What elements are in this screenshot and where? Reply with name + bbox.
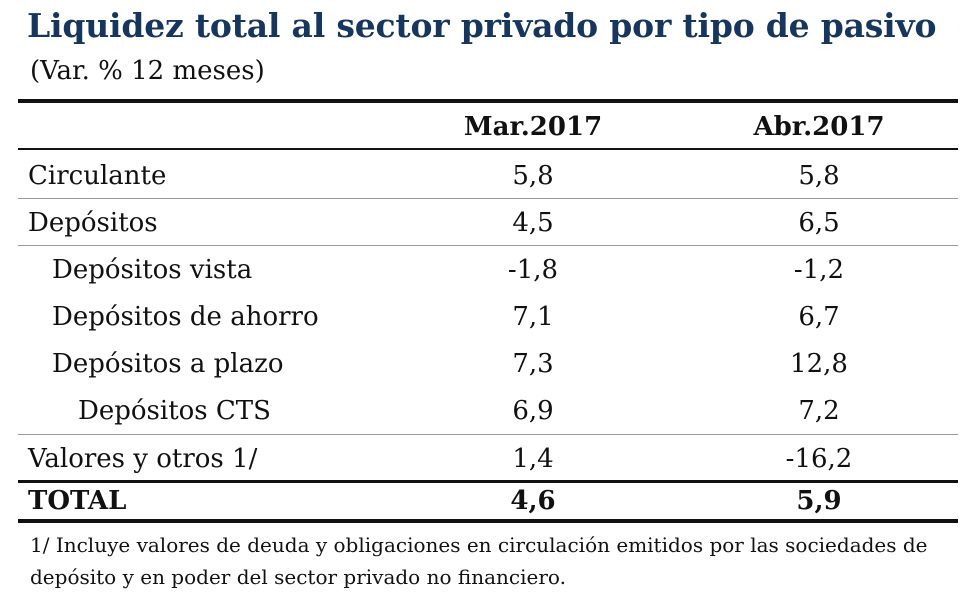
row-value-mar: 1,4 — [512, 444, 554, 474]
row-label: Depósitos — [28, 208, 158, 238]
table-row: Depósitos CTS 6,9 7,2 — [18, 388, 958, 434]
top-rule — [18, 99, 958, 103]
table-row: Depósitos a plazo 7,3 12,8 — [18, 341, 958, 387]
total-rule — [18, 480, 958, 483]
table-title: Liquidez total al sector privado por tip… — [27, 6, 937, 45]
table-row: Circulante 5,8 5,8 — [18, 153, 958, 199]
row-label: Valores y otros 1/ — [28, 444, 258, 474]
table-row: Depósitos vista -1,8 -1,2 — [18, 247, 958, 293]
row-label: Circulante — [28, 161, 167, 191]
row-value-mar: 7,3 — [512, 349, 554, 379]
total-row: TOTAL 4,6 5,9 — [18, 478, 958, 524]
row-value-abr: 6,5 — [798, 208, 840, 238]
total-label: TOTAL — [28, 486, 127, 516]
bottom-rule — [18, 519, 958, 523]
table-row: Depósitos 4,5 6,5 — [18, 200, 958, 246]
row-label: Depósitos a plazo — [52, 349, 284, 379]
header-rule — [18, 148, 958, 150]
column-header-mar-2017: Mar.2017 — [463, 112, 603, 142]
footnote: 1/ Incluye valores de deuda y obligacion… — [30, 533, 928, 589]
column-header-abr-2017: Abr.2017 — [753, 112, 885, 142]
row-value-mar: 4,5 — [512, 208, 554, 238]
row-divider — [18, 245, 958, 246]
row-value-mar: 7,1 — [512, 302, 554, 332]
total-value-mar: 4,6 — [510, 486, 556, 516]
row-value-mar: 6,9 — [512, 396, 554, 426]
row-value-abr: 6,7 — [798, 302, 840, 332]
header-row: Mar.2017 Abr.2017 — [18, 104, 958, 150]
row-value-mar: -1,8 — [507, 255, 559, 285]
table-row: Depósitos de ahorro 7,1 6,7 — [18, 294, 958, 340]
row-value-abr: 7,2 — [798, 396, 840, 426]
row-value-mar: 5,8 — [512, 161, 554, 191]
row-value-abr: -1,2 — [793, 255, 845, 285]
row-value-abr: 12,8 — [790, 349, 848, 379]
row-value-abr: -16,2 — [785, 444, 853, 474]
table-row: Valores y otros 1/ 1,4 -16,2 — [18, 436, 958, 482]
row-divider — [18, 198, 958, 199]
table-subtitle: (Var. % 12 meses) — [30, 56, 265, 86]
total-value-abr: 5,9 — [796, 486, 842, 516]
row-label: Depósitos de ahorro — [52, 302, 319, 332]
row-label: Depósitos vista — [52, 255, 253, 285]
row-value-abr: 5,8 — [798, 161, 840, 191]
row-divider — [18, 434, 958, 435]
row-label: Depósitos CTS — [78, 396, 271, 426]
